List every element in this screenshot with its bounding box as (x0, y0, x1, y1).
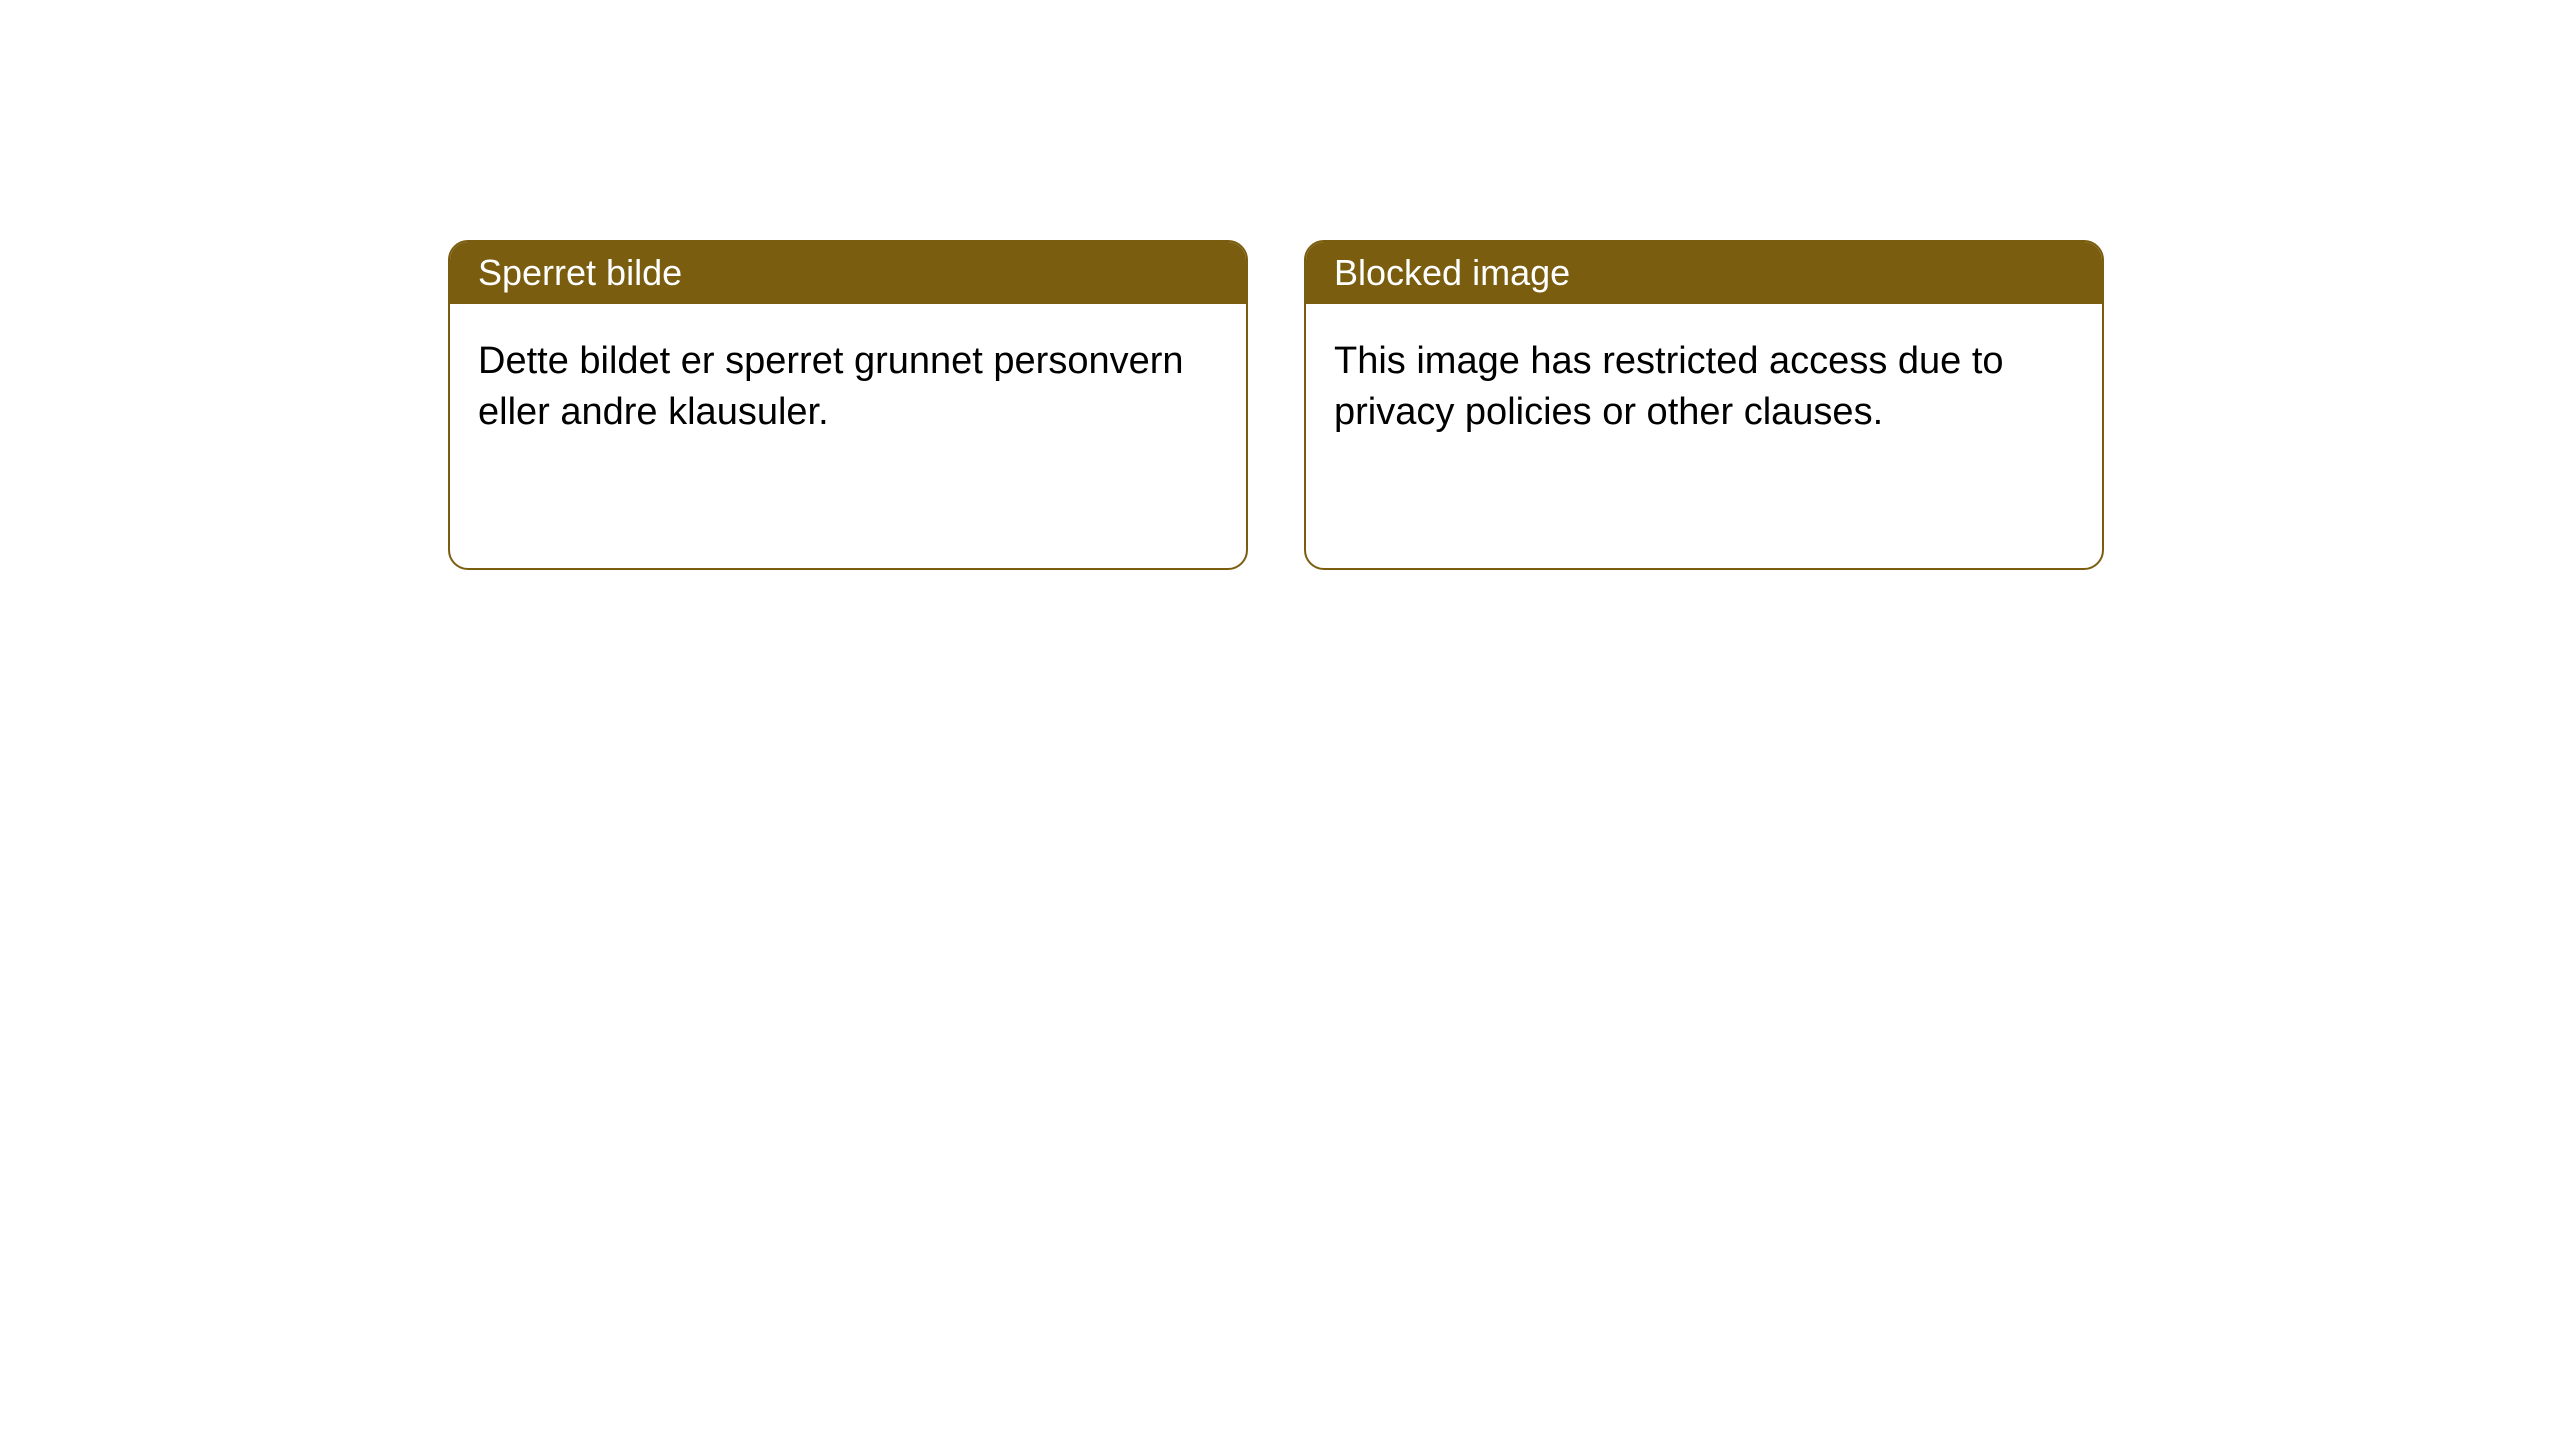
notice-header-norwegian: Sperret bilde (450, 242, 1246, 304)
notice-body-english: This image has restricted access due to … (1306, 304, 2102, 471)
notice-card-norwegian: Sperret bilde Dette bildet er sperret gr… (448, 240, 1248, 570)
notice-header-english: Blocked image (1306, 242, 2102, 304)
notice-container: Sperret bilde Dette bildet er sperret gr… (448, 240, 2104, 570)
notice-card-english: Blocked image This image has restricted … (1304, 240, 2104, 570)
notice-body-norwegian: Dette bildet er sperret grunnet personve… (450, 304, 1246, 471)
